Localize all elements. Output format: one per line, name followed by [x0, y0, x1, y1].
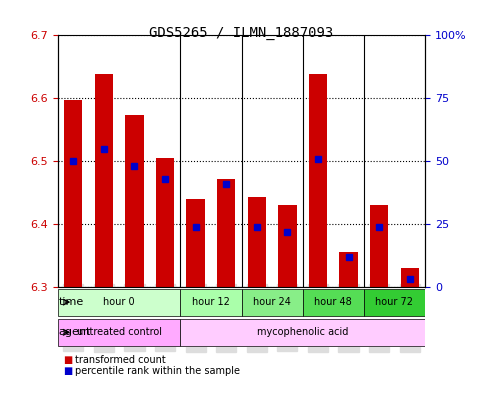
Text: hour 72: hour 72 [375, 297, 413, 307]
FancyBboxPatch shape [303, 288, 364, 316]
Text: hour 0: hour 0 [103, 297, 135, 307]
Text: percentile rank within the sample: percentile rank within the sample [75, 366, 240, 376]
FancyBboxPatch shape [58, 319, 180, 346]
Text: hour 12: hour 12 [192, 297, 230, 307]
Text: time: time [58, 297, 84, 307]
Text: ■: ■ [63, 355, 72, 365]
Text: agent: agent [58, 327, 91, 337]
Bar [370, 205, 388, 287]
Bar [64, 100, 83, 287]
Bar [400, 268, 419, 287]
FancyBboxPatch shape [180, 319, 425, 346]
Text: ■: ■ [63, 366, 72, 376]
Bar [156, 158, 174, 287]
Bar [278, 205, 297, 287]
FancyBboxPatch shape [242, 288, 303, 316]
Bar [125, 115, 143, 287]
Bar [95, 74, 113, 287]
FancyBboxPatch shape [58, 288, 180, 316]
Bar [248, 197, 266, 287]
FancyBboxPatch shape [180, 288, 242, 316]
Text: hour 48: hour 48 [314, 297, 352, 307]
Text: mycophenolic acid: mycophenolic acid [257, 327, 348, 337]
Bar [186, 199, 205, 287]
FancyBboxPatch shape [364, 288, 425, 316]
Text: transformed count: transformed count [75, 355, 166, 365]
Text: GDS5265 / ILMN_1887093: GDS5265 / ILMN_1887093 [149, 26, 334, 40]
Text: hour 24: hour 24 [253, 297, 291, 307]
Text: untreated control: untreated control [77, 327, 162, 337]
Bar [217, 179, 235, 287]
Bar [340, 252, 358, 287]
Bar [309, 74, 327, 287]
